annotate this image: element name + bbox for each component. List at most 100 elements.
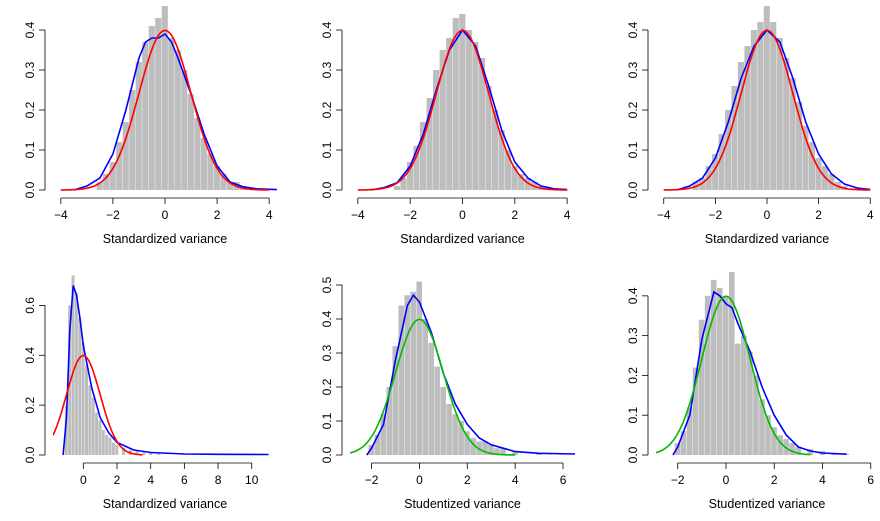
histogram-bar <box>747 351 753 455</box>
x-axis-title: Studentized variance <box>404 497 521 511</box>
histogram-bar <box>181 70 188 190</box>
histogram-bar <box>368 444 375 455</box>
y-tick-label: 0.1 <box>626 407 640 424</box>
x-tick-label: 0 <box>459 208 466 222</box>
x-tick-label: 0 <box>80 473 87 487</box>
x-axis-title: Studentized variance <box>709 497 826 511</box>
histogram-bar <box>491 110 499 190</box>
histogram-bar <box>698 319 705 455</box>
histogram-bar <box>404 295 411 455</box>
y-tick-label: 0.3 <box>320 344 334 361</box>
kernel-density-curve <box>370 28 568 191</box>
histogram-bar <box>498 130 505 190</box>
y-tick-label: 0.1 <box>626 141 640 158</box>
histogram-bar <box>426 98 433 190</box>
histogram-bar <box>111 442 115 455</box>
histogram-bar <box>116 142 123 190</box>
y-tick-label: 0.5 <box>320 276 334 293</box>
normal-density-curve <box>357 29 568 191</box>
histogram-bar <box>71 275 75 455</box>
y-tick-label: 0.0 <box>320 446 334 463</box>
histogram-bar <box>795 447 801 455</box>
x-tick-label: 2 <box>815 208 822 222</box>
histogram-bar <box>398 305 405 455</box>
histogram-bar <box>213 166 220 190</box>
y-tick-label: 0.3 <box>23 61 37 78</box>
histogram-bar <box>174 50 181 190</box>
y-tick-label: 0.0 <box>23 446 37 463</box>
histogram-bar <box>446 404 452 455</box>
histogram-bar <box>400 178 407 190</box>
histogram-bar <box>728 271 735 455</box>
y-tick-label: 0.2 <box>320 378 334 395</box>
histogram-bar <box>410 291 417 455</box>
histogram-bar <box>459 14 466 190</box>
histogram-bar <box>524 178 531 190</box>
y-tick-label: 0.2 <box>23 396 37 413</box>
histogram-bar <box>472 42 479 190</box>
histogram-bar <box>718 134 725 190</box>
histogram-bar <box>478 58 485 190</box>
histogram-bar <box>406 162 414 190</box>
y-tick-label: 0.6 <box>23 297 37 314</box>
histogram-bar <box>704 295 711 455</box>
histogram-bar <box>470 438 476 455</box>
histogram-bar <box>731 86 738 190</box>
y-tick-label: 0.1 <box>23 141 37 158</box>
histogram-bar <box>536 453 542 455</box>
y-tick-label: 0.4 <box>626 287 640 304</box>
histogram-bar <box>712 154 719 190</box>
histogram-bar <box>692 367 699 455</box>
histogram-bar <box>122 122 129 190</box>
histogram-bar <box>488 444 494 455</box>
histogram-bar <box>763 6 770 190</box>
histogram-bar <box>392 346 399 455</box>
x-tick-label: 4 <box>266 208 273 222</box>
histogram-bar <box>161 6 168 190</box>
histogram-bar <box>815 158 822 190</box>
histogram-bar <box>207 154 214 190</box>
y-tick-label: 0.2 <box>320 101 334 118</box>
kernel-density-curve <box>73 32 277 191</box>
histogram-bar <box>115 445 119 455</box>
histogram-bar <box>511 166 518 190</box>
x-axis-title: Standardized variance <box>103 497 227 511</box>
y-tick-label: 0.1 <box>320 141 334 158</box>
normal-density-curve <box>60 29 270 191</box>
x-tick-label: −2 <box>403 208 417 222</box>
normal-density-curve <box>53 354 143 456</box>
histogram-bar <box>440 387 446 455</box>
x-tick-label: 2 <box>464 473 471 487</box>
x-tick-label: 8 <box>215 473 222 487</box>
histogram-bar <box>744 46 751 190</box>
plot-area <box>357 14 568 191</box>
histogram-bar <box>95 412 99 455</box>
histogram-panel: −4 −2 0 2 4 Standardized variance 0.0 0.1 0.2 0.3… <box>23 6 277 246</box>
histogram-bar <box>74 292 78 455</box>
histogram-bar <box>741 335 747 455</box>
histogram-bar <box>428 342 434 455</box>
histogram-bar <box>91 397 95 455</box>
x-tick-label: 6 <box>181 473 188 487</box>
histogram-bar <box>226 182 233 190</box>
histogram-panel: −2 0 2 4 6 Studentized variance 0.0 0.1 0.2 0.3 0.… <box>626 271 874 511</box>
y-tick-label: 0.2 <box>23 101 37 118</box>
histogram-bar <box>96 182 103 190</box>
histogram-bar <box>776 38 783 190</box>
histogram-bar <box>200 138 207 190</box>
x-tick-label: 4 <box>147 473 154 487</box>
x-axis-title: Standardized variance <box>400 232 524 246</box>
histogram-bar <box>187 94 194 190</box>
histogram-bar <box>129 90 136 190</box>
x-tick-label: 6 <box>867 473 874 487</box>
y-tick-label: 0.0 <box>626 181 640 198</box>
x-tick-label: −2 <box>106 208 120 222</box>
histogram-bar <box>194 118 201 190</box>
histogram-bar <box>149 452 152 455</box>
histogram-bar <box>735 343 741 455</box>
histogram-panel: −4 −2 0 2 4 Standardized variance 0.0 0.1 0.2 0.3… <box>320 14 571 246</box>
x-tick-label: 6 <box>560 473 567 487</box>
histogram-bar <box>439 50 446 190</box>
y-tick-label: 0.3 <box>626 61 640 78</box>
